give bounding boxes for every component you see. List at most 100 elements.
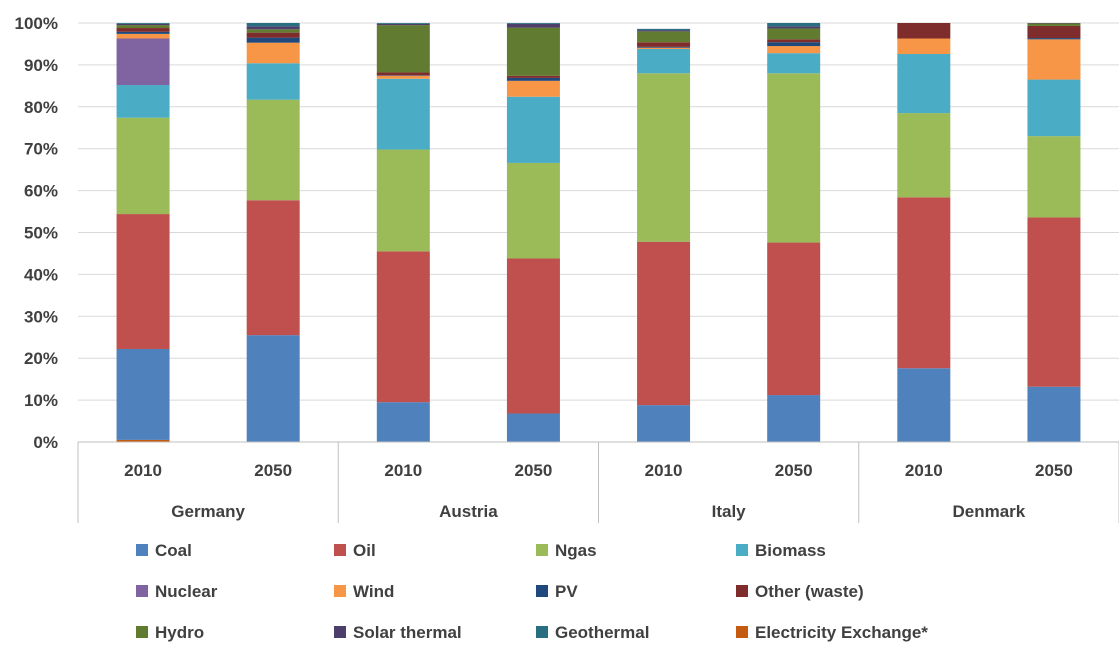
x-tick-label: 2010 — [124, 461, 162, 480]
bar-segment — [637, 405, 690, 442]
bar-segment — [377, 150, 430, 252]
bar-segment — [767, 395, 820, 442]
legend-entry: Wind — [353, 582, 394, 601]
legend-swatch — [536, 544, 548, 556]
x-tick-label: 2050 — [515, 461, 553, 480]
legend-entry: Electricity Exchange* — [755, 623, 928, 642]
legend-swatch — [536, 626, 548, 638]
legend-entry: Biomass — [755, 541, 826, 560]
bar-segment — [767, 39, 820, 42]
bar-segment — [637, 42, 690, 47]
legend-entry: Coal — [155, 541, 192, 560]
bar-segment — [507, 97, 560, 163]
bar-segment — [637, 73, 690, 241]
bar-segment — [1027, 39, 1080, 79]
bar-segment — [377, 23, 430, 24]
bar-segment — [247, 33, 300, 38]
bar-segment — [507, 163, 560, 259]
bar-segment — [377, 72, 430, 75]
y-tick-label: 60% — [24, 182, 58, 201]
legend-swatch — [334, 544, 346, 556]
bar-segment — [507, 414, 560, 442]
bar-segment — [247, 26, 300, 29]
bar-segment — [767, 46, 820, 53]
bar-segment — [377, 251, 430, 402]
legend-swatch — [736, 585, 748, 597]
bar-segment — [117, 39, 170, 86]
bar-segment — [117, 23, 170, 24]
legend-entry: PV — [555, 582, 578, 601]
group-label: Germany — [171, 502, 245, 521]
group-label: Austria — [439, 502, 498, 521]
bar-segment — [117, 349, 170, 440]
bar-segment — [1027, 23, 1080, 26]
bar-segment — [247, 200, 300, 335]
bar-segment — [1027, 80, 1080, 137]
legend-swatch — [136, 626, 148, 638]
bar-segment — [637, 29, 690, 30]
bar-segment — [1027, 217, 1080, 386]
legend-entry: Nuclear — [155, 582, 218, 601]
bar-segment — [247, 335, 300, 442]
bar-segment — [117, 24, 170, 25]
bar-segment — [637, 48, 690, 49]
bar-segment — [377, 402, 430, 442]
bar-segment — [507, 258, 560, 413]
bar-segment — [117, 28, 170, 32]
bar-segment — [377, 25, 430, 72]
bar-segment — [377, 79, 430, 150]
y-tick-label: 20% — [24, 349, 58, 368]
bar-segment — [637, 31, 690, 42]
bar-segment — [767, 28, 820, 39]
legend-swatch — [536, 585, 548, 597]
bar-segment — [507, 76, 560, 78]
bar-segment — [767, 26, 820, 28]
bar-segment — [377, 76, 430, 79]
x-tick-label: 2050 — [254, 461, 292, 480]
x-tick-label: 2050 — [1035, 461, 1073, 480]
legend-entry: Ngas — [555, 541, 597, 560]
bar-segment — [1027, 38, 1080, 39]
bar-segment — [377, 24, 430, 25]
bar-segment — [767, 53, 820, 73]
bar-segment — [117, 214, 170, 349]
legend-entry: Hydro — [155, 623, 204, 642]
bar-segment — [897, 39, 950, 55]
bar-segment — [507, 81, 560, 97]
legend-entry: Geothermal — [555, 623, 649, 642]
bar-segment — [1027, 26, 1080, 38]
y-tick-label: 0% — [33, 433, 58, 452]
y-tick-label: 80% — [24, 98, 58, 117]
y-tick-label: 90% — [24, 56, 58, 75]
y-tick-label: 30% — [24, 307, 58, 326]
bar-segment — [247, 100, 300, 201]
group-label: Italy — [712, 502, 747, 521]
bar-segment — [117, 118, 170, 214]
bar-segment — [897, 23, 950, 39]
x-tick-label: 2010 — [384, 461, 422, 480]
legend-entry: Solar thermal — [353, 623, 462, 642]
bar-segment — [117, 32, 170, 34]
y-tick-label: 70% — [24, 140, 58, 159]
bar-segment — [767, 73, 820, 242]
legend-entry: Oil — [353, 541, 376, 560]
bar-segment — [897, 54, 950, 113]
bar-segment — [507, 24, 560, 28]
legend-swatch — [136, 585, 148, 597]
legend-swatch — [334, 585, 346, 597]
bar-segment — [637, 47, 690, 48]
x-tick-label: 2050 — [775, 461, 813, 480]
bar-segment — [767, 42, 820, 46]
y-tick-label: 10% — [24, 391, 58, 410]
bar-segment — [507, 28, 560, 76]
y-tick-label: 40% — [24, 265, 58, 284]
bar-segment — [897, 197, 950, 368]
bar-segment — [117, 34, 170, 39]
legend-entry: Other (waste) — [755, 582, 864, 601]
y-tick-label: 100% — [15, 14, 58, 33]
group-label: Denmark — [952, 502, 1025, 521]
legend-swatch — [736, 626, 748, 638]
bar-segment — [507, 78, 560, 81]
